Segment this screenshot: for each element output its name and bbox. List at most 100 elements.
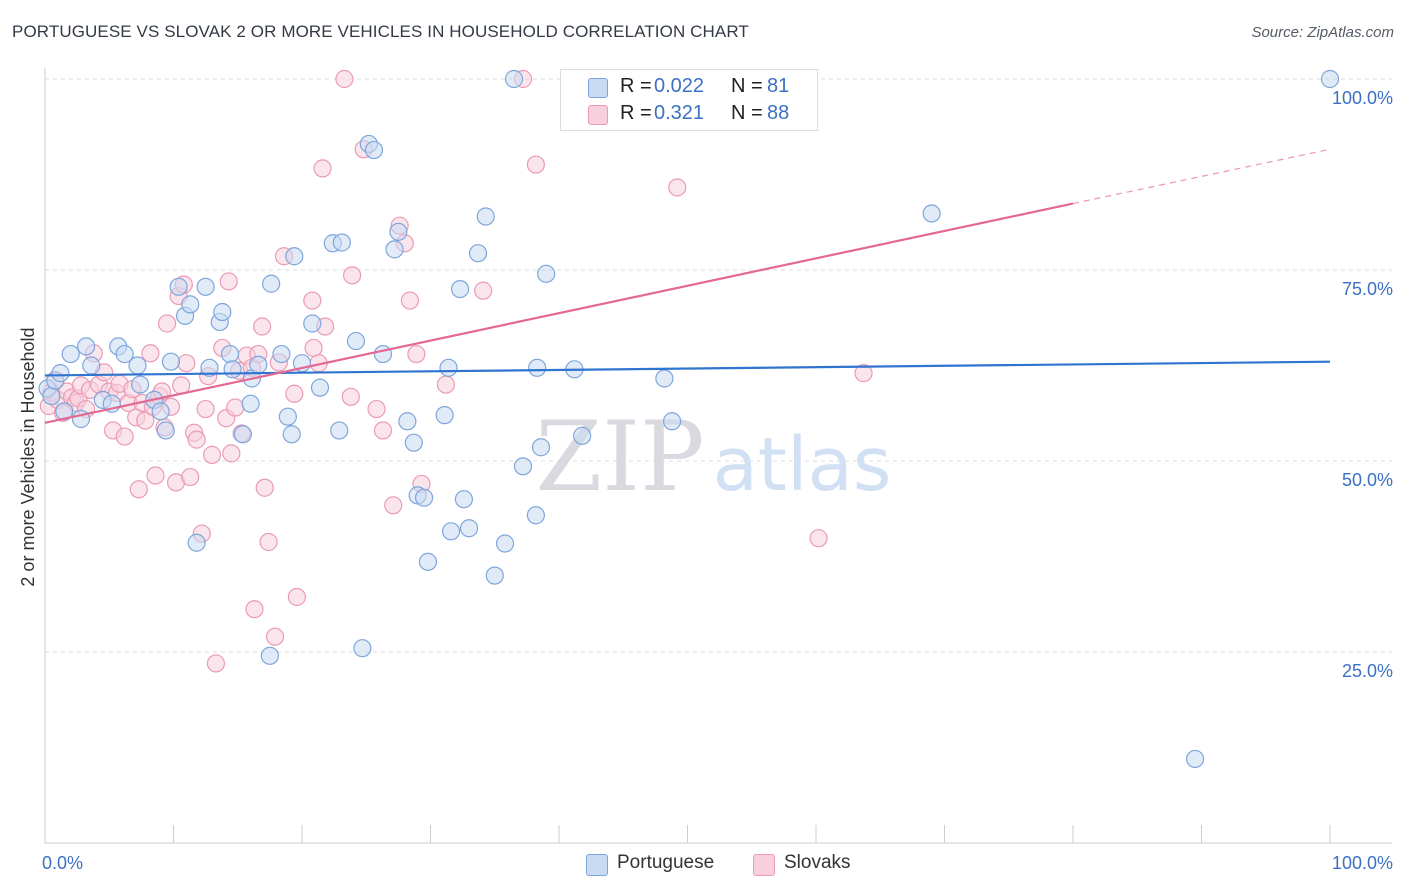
portuguese-point [398, 412, 417, 431]
slovaks-point [265, 627, 285, 646]
portuguese-point [42, 386, 61, 406]
portuguese-swatch [588, 78, 608, 98]
slovaks-point [157, 314, 177, 333]
slovaks-trendline [44, 202, 1074, 424]
portuguese-point [504, 69, 524, 89]
axes [44, 68, 1392, 844]
slovaks-point [384, 496, 403, 515]
portuguese-point [220, 344, 240, 364]
portuguese-point [513, 457, 533, 476]
slovaks-point [436, 375, 456, 394]
portuguese-point [1185, 749, 1205, 769]
portuguese-point [130, 375, 150, 394]
slovaks-point [285, 384, 304, 403]
slovaks-point [335, 69, 354, 89]
slovaks-point [226, 398, 245, 417]
portuguese-point [528, 358, 547, 377]
slovaks-point [287, 587, 306, 607]
portuguese-point [282, 425, 301, 444]
portuguese-point [353, 639, 372, 658]
slovaks-point [809, 529, 828, 548]
y-axis-label: 2 or more Vehicles in Household [18, 327, 38, 586]
trend-lines [44, 148, 1331, 424]
portuguese-point [485, 566, 504, 585]
slovaks-point [407, 344, 426, 364]
slovaks-point [304, 338, 323, 358]
slovaks-point [202, 445, 222, 464]
y-tick-label: 50.0% [1342, 470, 1393, 490]
portuguese-point [61, 344, 80, 364]
portuguese-point [169, 277, 188, 296]
portuguese-point [196, 277, 215, 296]
tick-labels: 25.0% 50.0% 75.0% 100.0% 0.0% 100.0% [42, 88, 1393, 873]
portuguese-point [441, 522, 461, 541]
portuguese-point [439, 358, 458, 377]
portuguese-point [151, 402, 170, 421]
slovaks-point [206, 654, 226, 673]
portuguese-point [213, 302, 232, 322]
portuguese-point [389, 222, 408, 241]
watermark: ZIP atlas [535, 401, 891, 513]
portuguese-point [414, 488, 434, 507]
portuguese-point [655, 369, 674, 388]
portuguese-point [156, 421, 175, 440]
portuguese-point [128, 356, 147, 375]
source-credit: Source: ZipAtlas.com [1251, 24, 1394, 41]
slovaks-point [303, 291, 322, 310]
slovaks-swatch [588, 105, 608, 125]
portuguese-point [303, 314, 322, 333]
portuguese-point [922, 204, 941, 223]
slovaks-point [343, 266, 362, 285]
slovaks-points [39, 69, 873, 673]
legend-r-label: R = [620, 75, 652, 97]
portuguese-point [272, 344, 291, 364]
portuguese-point [260, 646, 279, 665]
slovaks-point [255, 478, 274, 497]
slovaks-point [129, 480, 148, 499]
slovaks-point [146, 466, 165, 485]
legend-r-value: 0.022 [654, 75, 705, 97]
portuguese-legend-swatch [586, 854, 608, 876]
slovaks-point [341, 387, 360, 406]
legend-n-value: 81 [767, 75, 790, 97]
portuguese-point [233, 425, 252, 444]
portuguese-point [435, 406, 454, 425]
slovaks-point [115, 427, 134, 446]
portuguese-point [385, 240, 404, 259]
portuguese-point [537, 264, 556, 283]
portuguese-point [241, 394, 260, 413]
portuguese-point [77, 337, 96, 356]
portuguese-point [454, 490, 474, 509]
portuguese-point [161, 352, 181, 371]
slovaks-point [196, 399, 215, 419]
portuguese-point [364, 140, 384, 160]
legend-n-label: N = [731, 75, 763, 97]
portuguese-point [262, 274, 281, 293]
portuguese-point [573, 426, 592, 445]
portuguese-point [459, 519, 479, 538]
portuguese-point [285, 247, 304, 266]
slovaks-point [854, 364, 873, 383]
y-tick-label: 100.0% [1332, 88, 1393, 108]
slovaks-point [172, 376, 191, 395]
portuguese-point [249, 355, 268, 374]
slovaks-point [136, 411, 155, 430]
portuguese-point [200, 358, 219, 377]
legend-r-label: R = [620, 102, 652, 124]
legend-row-portuguese: R = 0.022 N = 81 [561, 75, 817, 101]
slovaks-point [373, 421, 393, 440]
portuguese-point [181, 295, 200, 314]
slovaks-legend-label: Slovaks [784, 852, 851, 873]
y-tick-label: 25.0% [1342, 661, 1393, 681]
slovaks-legend-swatch [753, 854, 775, 876]
slovaks-point [141, 344, 160, 363]
slovaks-point [526, 155, 545, 174]
portuguese-point [187, 533, 206, 552]
portuguese-point [115, 344, 134, 364]
slovaks-point [313, 159, 332, 178]
slovaks-point [177, 354, 196, 373]
legend-r-value: 0.321 [654, 102, 705, 124]
portuguese-point [330, 421, 349, 440]
portuguese-point [51, 364, 70, 383]
x-tick-label: 0.0% [42, 853, 83, 873]
